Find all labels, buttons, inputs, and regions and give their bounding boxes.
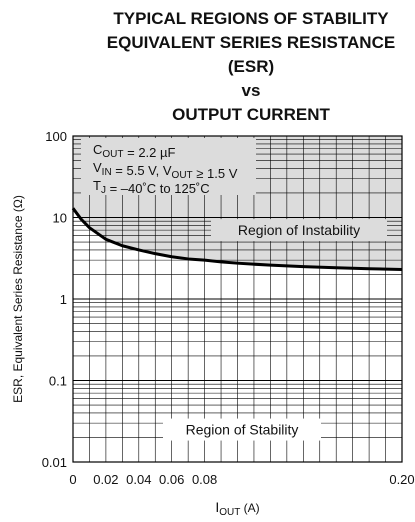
stability-region-label: Region of Stability [186,422,299,438]
condition-line-3: TJ = –40˚C to 125˚C [93,178,210,196]
y-tick-label: 0.01 [42,455,67,470]
y-axis-label: ESR, Equivalent Series Resistance (Ω) [11,195,25,403]
y-tick-label: 0.1 [49,374,67,389]
x-tick-label: 0.06 [159,472,184,487]
x-tick-label: 0 [69,472,76,487]
x-axis-label: IOUT (A) [215,499,259,518]
chart-title-line-4: vs [242,81,261,100]
x-axis: 0 0.02 0.04 0.06 0.08 0.20 [69,472,414,487]
condition-line-2: VIN = 5.5 V, VOUT ≥ 1.5 V [93,160,238,181]
y-axis: 0.01 0.1 1 10 100 [42,129,67,470]
stability-region-box [163,418,321,441]
y-tick-label: 100 [45,129,67,144]
y-tick-label: 1 [60,292,67,307]
esr-curve [71,207,403,272]
instability-region-label: Region of Instability [238,222,360,238]
condition-line-1: COUT = 2.2 µF [93,142,175,160]
instability-region-box [211,219,387,242]
x-tick-label: 0.02 [93,472,118,487]
chart-title: TYPICAL REGIONS OF STABILITY EQUIVALENT … [107,9,395,124]
x-tick-label: 0.20 [389,472,414,487]
chart-title-line-1: TYPICAL REGIONS OF STABILITY [113,9,389,28]
chart-title-line-2: EQUIVALENT SERIES RESISTANCE [107,33,395,52]
x-tick-label: 0.08 [192,472,217,487]
chart-title-line-5: OUTPUT CURRENT [172,105,330,124]
x-tick-label: 0.04 [126,472,151,487]
chart-title-line-3: (ESR) [228,57,274,76]
plot-frame [72,135,403,463]
conditions-box [81,138,256,195]
y-tick-label: 10 [53,211,67,226]
